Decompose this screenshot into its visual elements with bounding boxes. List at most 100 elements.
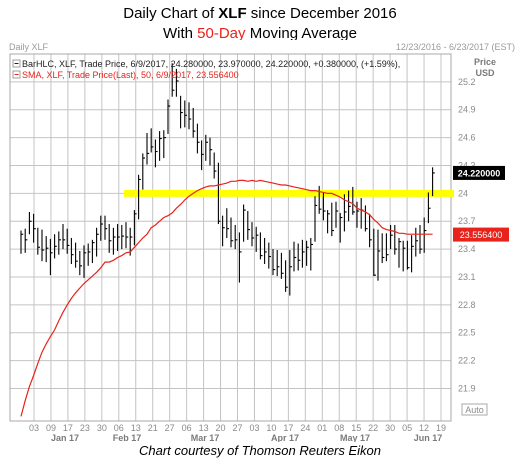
price-bar [352, 186, 355, 215]
price-bar [272, 249, 276, 276]
x-tick-label: 15 [351, 423, 361, 433]
price-bar [268, 242, 271, 269]
price-bar [427, 192, 431, 224]
x-tick-label: 08 [334, 423, 344, 433]
last-price-tag-label: 24.220000 [458, 168, 501, 178]
price-bar [20, 230, 24, 254]
price-bar [423, 217, 427, 253]
price-bar [58, 231, 61, 255]
x-month-label: Apr 17 [271, 433, 299, 442]
price-bar [205, 134, 208, 161]
price-bar [217, 162, 221, 225]
x-tick-label: 05 [402, 423, 412, 433]
y-axis-title-usd: USD [475, 68, 495, 78]
legend-entry: SMA, XLF, Trade Price(Last), 50, 6/9/201… [22, 70, 239, 80]
price-bar [293, 241, 297, 272]
legend-entry: BarHLC, XLF, Trade Price, 6/9/2017, 24.2… [22, 59, 400, 69]
y-axis-title-price: Price [474, 57, 496, 67]
price-bar [146, 132, 150, 165]
price-bar [163, 130, 166, 159]
x-tick-label: 19 [436, 423, 446, 433]
price-bar [432, 167, 435, 197]
title-line-2: With 50-Day Moving Average [0, 24, 520, 44]
price-bar [192, 107, 196, 138]
sma-line-layer [20, 179, 433, 417]
x-tick-label: 20 [216, 423, 226, 433]
x-tick-label: 17 [283, 423, 293, 433]
legend: BarHLC, XLF, Trade Price, 6/9/2017, 24.2… [12, 59, 400, 80]
price-bar [377, 229, 381, 281]
auto-scale-label: Auto [465, 405, 484, 415]
price-bar [209, 137, 213, 166]
price-bar [331, 202, 334, 237]
price-bar [100, 215, 103, 241]
x-tick-label: 13 [131, 423, 141, 433]
price-bar [104, 215, 108, 240]
chart-header-left: Daily XLF [9, 42, 49, 52]
price-bar [234, 224, 238, 250]
price-bar [70, 237, 74, 264]
price-bar [37, 227, 40, 255]
price-bar [33, 213, 36, 243]
x-month-label: May 17 [340, 433, 370, 442]
price-bar [150, 128, 154, 153]
x-tick-label: 03 [249, 423, 259, 433]
price-bar [306, 240, 309, 266]
price-bar [243, 204, 246, 242]
subtitle-accent: 50-Day [197, 25, 246, 42]
price-bar [24, 228, 28, 253]
price-bar [415, 227, 418, 257]
title-line-1: Daily Chart of XLF since December 2016 [0, 4, 520, 24]
y-tick-label: 23.1 [458, 272, 476, 282]
price-bar [406, 240, 410, 270]
y-tick-label: 24.9 [458, 105, 476, 115]
price-bar [184, 100, 187, 128]
chart-frame[interactable]: Daily XLF 12/23/2016 - 6/23/2017 (EST) P… [0, 40, 520, 442]
price-bar [289, 250, 292, 296]
auto-scale-button[interactable] [461, 403, 488, 416]
price-bar [108, 224, 112, 253]
price-bar [360, 198, 364, 229]
subtitle-prefix: With [163, 25, 198, 42]
subtitle-suffix: Moving Average [245, 25, 357, 42]
price-chart[interactable]: Daily XLF 12/23/2016 - 6/23/2017 (EST) P… [0, 40, 520, 442]
y-axis: Price USD 25.2 24.9 24.6 24.3 24 23.7 23.4 23.1… [458, 57, 496, 393]
x-axis: 03 09 17 23 30 06 13 21 27 06 13 20 27 03 10 17 24 01 08 15… [29, 423, 446, 442]
price-bar [381, 233, 385, 264]
plot-area-border [9, 53, 452, 422]
y-tick-label: 22.2 [458, 356, 476, 366]
price-bar [264, 237, 267, 264]
x-tick-label: 30 [97, 423, 107, 433]
x-tick-label: 03 [29, 423, 39, 433]
price-bar [285, 260, 288, 292]
price-bar [419, 224, 423, 254]
price-bar [125, 222, 129, 249]
price-bar [175, 68, 179, 97]
price-bar [79, 250, 82, 276]
price-bar [159, 131, 162, 161]
x-tick-label: 27 [232, 423, 242, 433]
x-tick-label: 21 [148, 423, 158, 433]
price-bar [154, 139, 158, 168]
x-month-label: Mar 17 [191, 433, 220, 442]
price-bar [348, 190, 351, 222]
price-bar [91, 239, 95, 264]
price-bar [133, 210, 137, 246]
price-bar [75, 242, 78, 268]
chart-header-right: 12/23/2016 - 6/23/2017 (EST) [396, 42, 515, 52]
y-tick-label: 23.4 [458, 244, 476, 254]
price-bar [167, 99, 171, 134]
x-tick-label: 24 [300, 423, 310, 433]
price-bar [385, 233, 389, 262]
value-tags: 24.220000 23.556400 [453, 165, 509, 242]
price-bar [28, 211, 32, 235]
price-bar [402, 240, 406, 272]
price-bar [251, 222, 255, 247]
y-tick-label: 24 [458, 188, 468, 198]
y-tick-label: 25.2 [458, 77, 476, 87]
price-bar [66, 228, 70, 254]
price-bar [310, 237, 313, 271]
x-tick-label: 10 [266, 423, 276, 433]
resistance-band-layer [124, 189, 454, 197]
price-bar [222, 215, 225, 247]
